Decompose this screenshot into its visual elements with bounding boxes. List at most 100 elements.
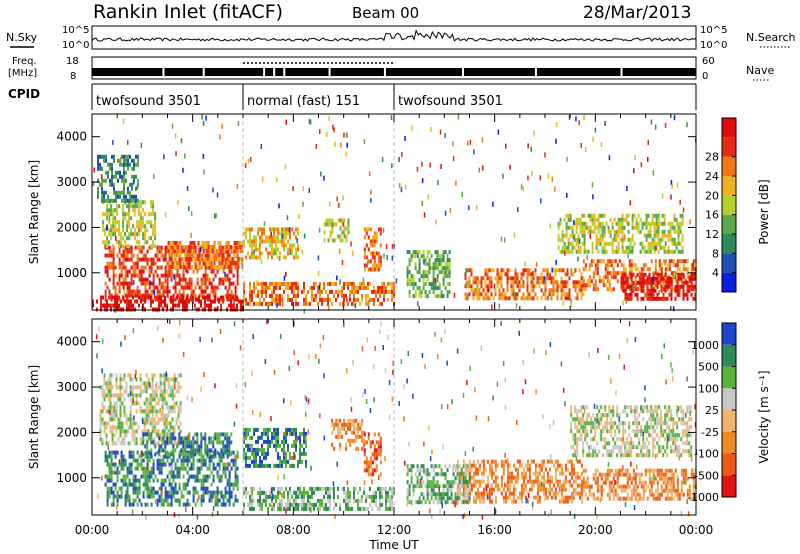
data-cell <box>566 296 569 301</box>
data-cell <box>103 373 106 378</box>
data-cell <box>190 440 193 445</box>
data-cell <box>387 281 389 286</box>
data-cell <box>114 454 117 459</box>
data-cell <box>293 498 295 503</box>
data-cell-sparse <box>689 219 691 225</box>
data-cell <box>119 385 122 390</box>
data-cell <box>559 217 562 222</box>
data-cell <box>174 462 177 467</box>
data-cell <box>209 245 212 249</box>
data-cell <box>158 289 161 294</box>
data-cell-sparse <box>289 250 292 255</box>
data-cell <box>139 393 142 398</box>
data-cell <box>293 289 295 294</box>
data-cell <box>214 498 217 503</box>
data-cell <box>174 257 177 262</box>
data-cell <box>647 241 650 246</box>
data-cell <box>196 474 199 479</box>
data-cell <box>198 299 200 304</box>
data-cell <box>115 170 117 175</box>
data-cell <box>291 455 293 460</box>
data-cell <box>681 245 684 250</box>
data-cell <box>379 301 381 306</box>
data-cell <box>150 448 153 453</box>
data-cell <box>255 239 257 244</box>
data-cell <box>593 225 596 230</box>
data-cell <box>275 498 277 503</box>
data-cell <box>682 284 685 289</box>
data-cell <box>171 389 174 394</box>
data-cell <box>349 442 352 447</box>
data-cell <box>158 486 161 491</box>
data-cell <box>127 393 130 398</box>
data-cell <box>367 472 370 477</box>
data-cell <box>311 486 313 491</box>
data-cell <box>279 239 281 244</box>
data-cell <box>369 243 372 248</box>
data-cell <box>164 253 167 258</box>
data-cell <box>353 494 355 499</box>
data-cell-sparse <box>350 241 352 247</box>
data-cell <box>144 478 147 483</box>
data-cell <box>664 296 667 301</box>
data-cell <box>120 454 123 459</box>
data-cell <box>116 474 119 479</box>
data-cell <box>204 450 207 455</box>
data-cell <box>646 284 649 289</box>
data-cell-sparse <box>346 133 348 138</box>
data-cell <box>279 293 281 298</box>
data-cell <box>373 444 376 449</box>
data-cell <box>236 253 239 258</box>
data-cell <box>568 292 571 297</box>
data-cell <box>193 245 196 249</box>
data-cell <box>188 265 191 270</box>
data-cell <box>228 253 231 258</box>
data-cell <box>644 272 647 277</box>
data-cell <box>371 251 374 256</box>
data-cell <box>239 241 242 245</box>
data-cell <box>163 373 166 378</box>
data-cell <box>255 427 257 432</box>
colorbar-swatch <box>722 176 736 196</box>
data-cell <box>289 506 291 511</box>
data-cell <box>279 463 281 468</box>
data-cell <box>224 448 227 453</box>
data-cell <box>101 401 104 406</box>
data-cell <box>132 204 135 209</box>
data-cell <box>206 466 209 471</box>
data-cell <box>115 429 118 434</box>
data-cell <box>663 245 666 250</box>
data-cell <box>345 498 347 503</box>
data-cell <box>349 422 352 427</box>
data-cell <box>486 276 489 281</box>
data-cell <box>124 212 127 217</box>
data-cell <box>150 432 153 437</box>
data-cell <box>596 263 599 268</box>
data-cell <box>207 241 210 245</box>
data-cell <box>204 269 207 274</box>
data-cell <box>649 221 652 226</box>
data-cell <box>297 506 299 511</box>
data-cell <box>106 273 109 278</box>
data-cell <box>138 498 141 503</box>
data-cell <box>442 282 445 287</box>
data-cell <box>313 297 315 302</box>
data-cell <box>410 258 413 263</box>
data-cell <box>609 229 612 234</box>
data-cell <box>142 265 145 270</box>
data-cell <box>604 275 607 280</box>
data-cell <box>236 303 238 308</box>
data-cell <box>624 267 627 272</box>
data-cell <box>681 249 684 254</box>
data-cell <box>355 289 357 294</box>
data-cell <box>536 296 539 301</box>
data-cell <box>323 502 325 507</box>
data-cell <box>151 397 154 402</box>
data-cell <box>269 443 271 448</box>
data-cell <box>528 296 531 301</box>
data-cell <box>158 249 161 254</box>
data-cell <box>216 436 219 441</box>
data-cell <box>220 297 223 302</box>
data-cell <box>128 236 131 241</box>
data-cell <box>177 245 180 249</box>
